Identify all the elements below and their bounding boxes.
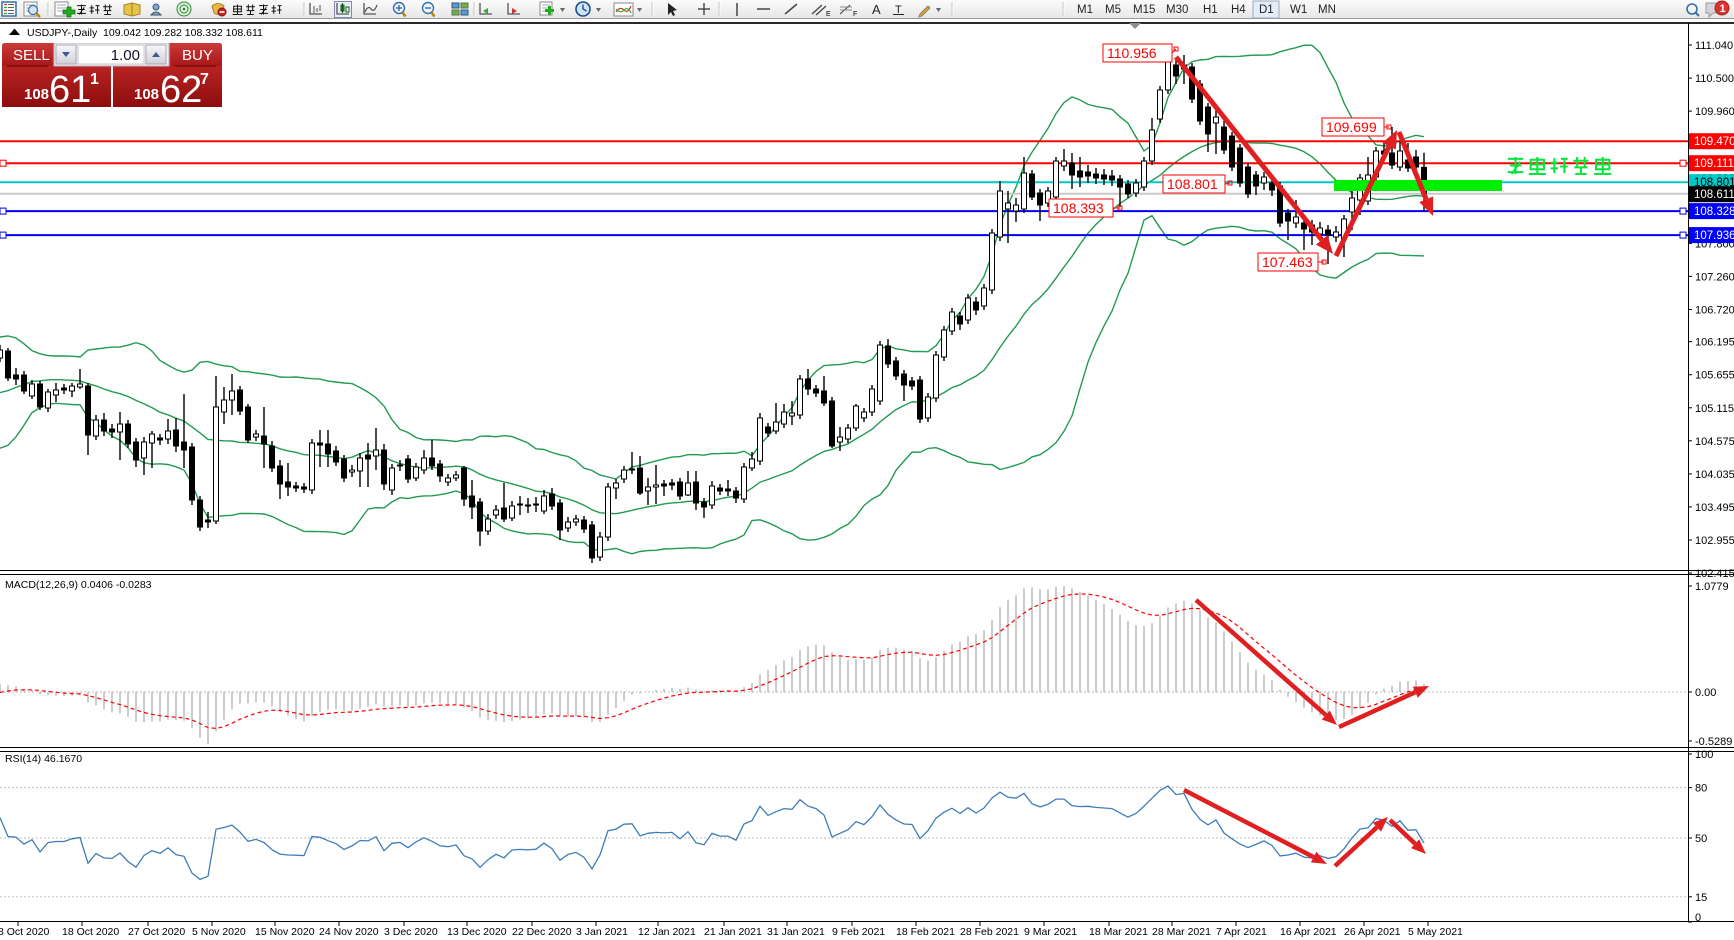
svg-text:110.500: 110.500 — [1695, 73, 1734, 85]
svg-text:102.415: 102.415 — [1695, 568, 1734, 580]
svg-text:106.195: 106.195 — [1695, 337, 1734, 349]
svg-text:9 Feb 2021: 9 Feb 2021 — [832, 926, 885, 938]
svg-text:109.699: 109.699 — [1326, 119, 1377, 135]
svg-text:M30: M30 — [1166, 4, 1188, 16]
svg-text:1: 1 — [1720, 3, 1726, 15]
svg-text:H4: H4 — [1231, 4, 1246, 16]
svg-text:A: A — [872, 2, 881, 17]
svg-text:80: 80 — [1695, 783, 1707, 795]
svg-text:28 Feb 2021: 28 Feb 2021 — [960, 926, 1019, 938]
svg-text:SELL: SELL — [13, 47, 50, 64]
svg-text:T: T — [895, 4, 902, 16]
svg-text:109.960: 109.960 — [1695, 106, 1734, 118]
svg-text:-0.5289: -0.5289 — [1695, 736, 1732, 748]
svg-text:MACD(12,26,9) 0.0406 -0.0283: MACD(12,26,9) 0.0406 -0.0283 — [5, 579, 152, 591]
svg-text:15 Nov 2020: 15 Nov 2020 — [255, 926, 315, 938]
svg-text:108.801: 108.801 — [1167, 176, 1218, 192]
svg-text:61: 61 — [49, 69, 91, 108]
svg-text:104.035: 104.035 — [1695, 469, 1734, 481]
svg-text:108.328: 108.328 — [1694, 206, 1734, 218]
svg-text:1.00: 1.00 — [111, 47, 140, 64]
svg-text:1: 1 — [90, 71, 99, 88]
svg-text:3 Jan 2021: 3 Jan 2021 — [576, 926, 628, 938]
svg-text:22 Dec 2020: 22 Dec 2020 — [512, 926, 572, 938]
svg-text:109.470: 109.470 — [1694, 136, 1734, 148]
svg-text:27 Oct 2020: 27 Oct 2020 — [128, 926, 185, 938]
svg-text:105.115: 105.115 — [1695, 403, 1734, 415]
svg-text:RSI(14) 46.1670: RSI(14) 46.1670 — [5, 753, 82, 765]
svg-text:7 Apr 2021: 7 Apr 2021 — [1216, 926, 1267, 938]
svg-text:0: 0 — [1695, 912, 1701, 924]
svg-text:F: F — [853, 11, 857, 18]
svg-text:MN: MN — [1318, 4, 1336, 16]
svg-text:24 Nov 2020: 24 Nov 2020 — [319, 926, 379, 938]
svg-text:111.040: 111.040 — [1695, 40, 1733, 52]
svg-text:102.955: 102.955 — [1695, 535, 1734, 547]
svg-text:21 Jan 2021: 21 Jan 2021 — [704, 926, 762, 938]
svg-text:E: E — [826, 11, 831, 18]
svg-text:50: 50 — [1695, 833, 1707, 845]
svg-text:15: 15 — [1695, 892, 1707, 904]
svg-text:12 Jan 2021: 12 Jan 2021 — [638, 926, 696, 938]
svg-text:H1: H1 — [1203, 4, 1218, 16]
svg-text:8 Oct 2020: 8 Oct 2020 — [0, 926, 50, 938]
svg-text:18 Feb 2021: 18 Feb 2021 — [896, 926, 955, 938]
svg-text:1.0779: 1.0779 — [1695, 581, 1729, 593]
svg-text:M5: M5 — [1105, 4, 1121, 16]
svg-text:103.495: 103.495 — [1695, 502, 1734, 514]
svg-text:16 Apr 2021: 16 Apr 2021 — [1280, 926, 1337, 938]
svg-text:0.00: 0.00 — [1695, 687, 1716, 699]
svg-text:62: 62 — [160, 69, 202, 108]
svg-text:109.111: 109.111 — [1694, 158, 1734, 170]
svg-text:107.260: 107.260 — [1695, 271, 1734, 283]
svg-text:13 Dec 2020: 13 Dec 2020 — [447, 926, 507, 938]
svg-text:28 Mar 2021: 28 Mar 2021 — [1152, 926, 1211, 938]
svg-text:7: 7 — [200, 71, 209, 88]
svg-text:106.720: 106.720 — [1695, 305, 1734, 317]
svg-text:W1: W1 — [1290, 4, 1307, 16]
svg-text:100: 100 — [1695, 749, 1713, 761]
svg-text:108.611: 108.611 — [1694, 189, 1734, 201]
svg-text:108.393: 108.393 — [1053, 200, 1104, 216]
svg-text:108: 108 — [24, 86, 49, 103]
svg-text:3 Dec 2020: 3 Dec 2020 — [384, 926, 438, 938]
svg-text:USDJPY-,Daily 109.042 109.282: USDJPY-,Daily 109.042 109.282 108.332 10… — [27, 27, 263, 39]
svg-text:9 Mar 2021: 9 Mar 2021 — [1024, 926, 1077, 938]
svg-text:5 May 2021: 5 May 2021 — [1408, 926, 1463, 938]
svg-text:5 Nov 2020: 5 Nov 2020 — [192, 926, 246, 938]
svg-text:18 Oct 2020: 18 Oct 2020 — [62, 926, 119, 938]
svg-text:110.956: 110.956 — [1107, 45, 1157, 61]
svg-text:105.655: 105.655 — [1695, 370, 1734, 382]
svg-text:107.936: 107.936 — [1694, 230, 1734, 242]
svg-text:M1: M1 — [1077, 4, 1093, 16]
svg-text:BUY: BUY — [182, 47, 213, 64]
svg-text:104.575: 104.575 — [1695, 436, 1734, 448]
svg-text:108: 108 — [134, 86, 159, 103]
svg-text:107.463: 107.463 — [1262, 254, 1313, 270]
svg-text:18 Mar 2021: 18 Mar 2021 — [1089, 926, 1148, 938]
svg-text:M15: M15 — [1133, 4, 1155, 16]
svg-text:31 Jan 2021: 31 Jan 2021 — [767, 926, 825, 938]
svg-text:26 Apr 2021: 26 Apr 2021 — [1344, 926, 1401, 938]
svg-text:D1: D1 — [1259, 4, 1274, 16]
